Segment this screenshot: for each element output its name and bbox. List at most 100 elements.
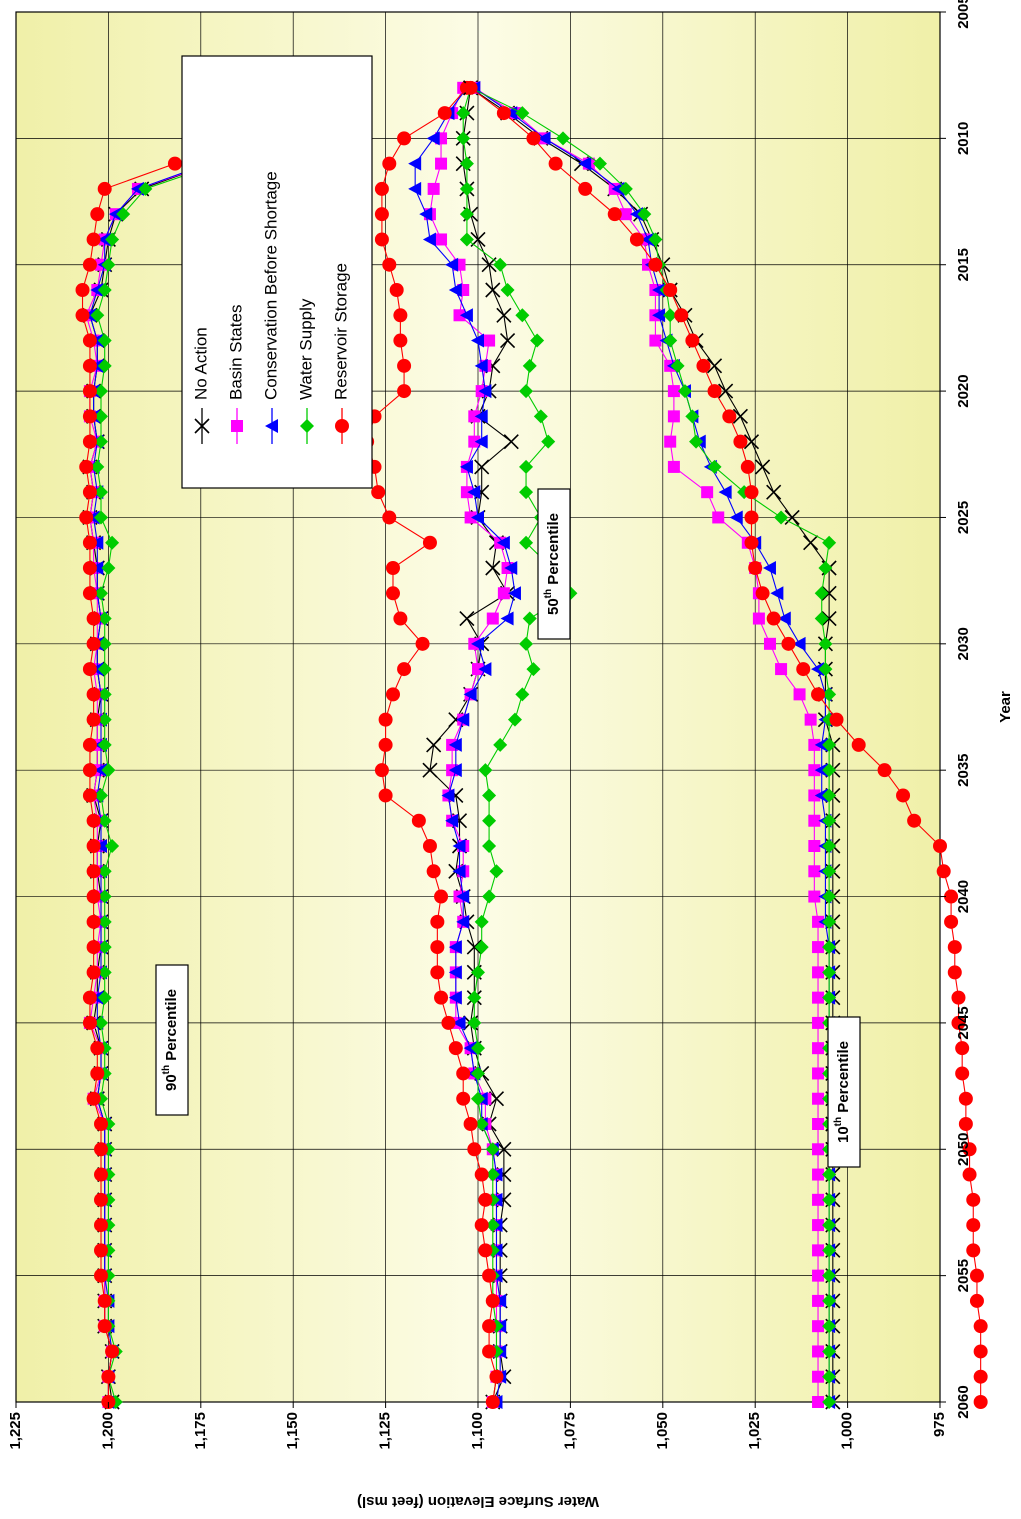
annotation-box bbox=[827, 1016, 861, 1168]
legend-entry: Water Supply bbox=[296, 298, 315, 444]
circle-marker bbox=[463, 1117, 478, 1131]
square-marker bbox=[812, 1168, 825, 1181]
triangle-marker bbox=[478, 662, 492, 677]
circle-marker bbox=[496, 106, 511, 121]
circle-marker bbox=[371, 485, 386, 500]
x-tick-label: 2050 bbox=[955, 1133, 972, 1166]
circle-marker bbox=[82, 358, 97, 373]
circle-marker bbox=[877, 763, 892, 778]
triangle-marker bbox=[777, 611, 791, 626]
triangle-marker bbox=[448, 965, 462, 980]
triangle-marker bbox=[452, 839, 466, 853]
diamond-marker bbox=[519, 485, 534, 500]
circle-marker bbox=[86, 813, 101, 828]
x-marker bbox=[755, 459, 771, 475]
diamond-marker bbox=[471, 1066, 485, 1081]
circle-marker bbox=[86, 965, 101, 980]
diamond-marker bbox=[97, 965, 112, 980]
diamond-marker bbox=[507, 712, 522, 727]
triangle-marker bbox=[463, 1041, 477, 1056]
diamond-marker bbox=[474, 914, 489, 929]
circle-marker bbox=[82, 990, 97, 1005]
circle-marker bbox=[75, 283, 90, 297]
axis-ticks: 2005 2010 2015 2020 2025 2030 2035 2040 2045 2050… bbox=[7, 0, 972, 1450]
circle-marker bbox=[90, 1066, 105, 1081]
x-tick-label: 2020 bbox=[955, 374, 972, 407]
annotations: 90th Percentile 50th Percentile 10th Perce… bbox=[155, 488, 861, 1168]
triangle-marker bbox=[448, 990, 462, 1005]
square-marker bbox=[453, 309, 466, 322]
circle-marker bbox=[86, 914, 101, 929]
circle-marker bbox=[335, 419, 349, 433]
circle-marker bbox=[86, 940, 101, 955]
triangle-marker bbox=[471, 333, 484, 348]
diamond-marker bbox=[822, 1395, 837, 1409]
circle-marker bbox=[947, 965, 962, 980]
circle-marker bbox=[851, 737, 866, 752]
diamond-marker bbox=[818, 662, 833, 677]
square-marker bbox=[701, 486, 714, 499]
diamond-marker bbox=[822, 839, 837, 853]
diamond-marker bbox=[97, 813, 112, 828]
square-marker bbox=[649, 334, 662, 347]
circle-marker bbox=[474, 1167, 489, 1182]
circle-marker bbox=[393, 611, 408, 626]
circle-marker bbox=[811, 687, 826, 702]
percentile-annotation: 90th Percentile bbox=[155, 964, 189, 1116]
diamond-marker bbox=[94, 586, 109, 601]
diamond-marker bbox=[471, 1091, 485, 1106]
diamond-marker bbox=[707, 459, 722, 474]
circle-marker bbox=[969, 1293, 984, 1308]
y-tick-label: 1,175 bbox=[192, 1412, 209, 1450]
triangle-marker bbox=[422, 232, 436, 247]
circle-marker bbox=[478, 1243, 493, 1258]
circle-marker bbox=[489, 1369, 504, 1384]
circle-marker bbox=[474, 1218, 489, 1233]
triangle-marker bbox=[537, 131, 551, 146]
diamond-marker bbox=[97, 712, 112, 727]
diamond-marker bbox=[515, 106, 530, 121]
circle-marker bbox=[973, 1369, 988, 1384]
square-marker bbox=[808, 814, 821, 827]
circle-marker bbox=[430, 940, 445, 955]
circle-marker bbox=[944, 889, 959, 904]
circle-marker bbox=[607, 207, 622, 222]
triangle-marker bbox=[94, 763, 108, 778]
circle-marker bbox=[82, 535, 97, 550]
circle-marker bbox=[374, 763, 389, 778]
circle-marker bbox=[94, 1268, 109, 1283]
legend-box bbox=[181, 55, 373, 489]
circle-marker bbox=[82, 586, 97, 601]
circle-marker bbox=[86, 611, 101, 626]
circle-marker bbox=[456, 1091, 471, 1106]
square-marker bbox=[752, 612, 765, 625]
x-tick-label: 2040 bbox=[955, 880, 972, 913]
legend-entry: Reservoir Storage bbox=[331, 263, 350, 444]
diamond-marker bbox=[459, 207, 474, 222]
diamond-marker bbox=[485, 1218, 500, 1233]
triangle-marker bbox=[504, 561, 518, 575]
triangle-marker bbox=[456, 914, 470, 929]
circle-marker bbox=[969, 1268, 984, 1283]
square-marker bbox=[435, 157, 448, 170]
square-marker bbox=[812, 1067, 825, 1080]
diamond-marker bbox=[822, 1319, 837, 1334]
circle-marker bbox=[86, 636, 101, 651]
circle-marker bbox=[973, 1319, 988, 1334]
triangle-marker bbox=[445, 257, 459, 272]
circle-marker bbox=[578, 181, 593, 196]
diamond-marker bbox=[522, 358, 537, 373]
x-marker bbox=[706, 358, 723, 374]
diamond-marker bbox=[94, 409, 109, 424]
diamond-marker bbox=[685, 409, 700, 424]
diamond-marker bbox=[478, 763, 493, 778]
circle-marker bbox=[482, 1319, 497, 1334]
diamond-marker bbox=[97, 990, 112, 1005]
triangle-marker bbox=[463, 687, 477, 702]
diamond-marker bbox=[101, 763, 116, 778]
circle-marker bbox=[663, 283, 678, 297]
x-marker bbox=[459, 610, 475, 627]
circle-marker bbox=[674, 308, 689, 323]
triangle-marker bbox=[448, 737, 462, 752]
circle-marker bbox=[86, 839, 101, 853]
